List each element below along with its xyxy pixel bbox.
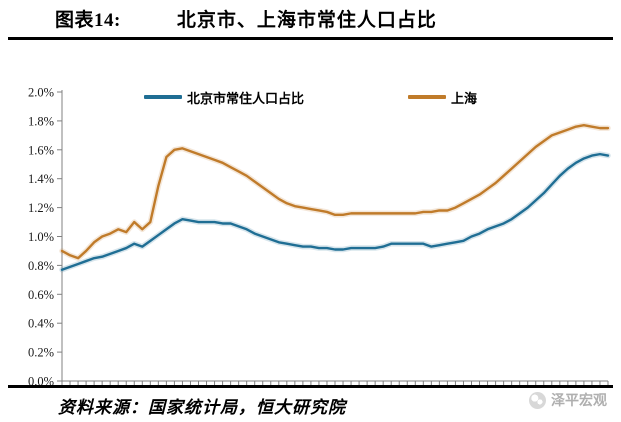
y-axis-tick-label: 2.0% <box>28 86 54 100</box>
y-axis-tick-label: 0.8% <box>28 259 54 273</box>
y-axis-tick-label: 1.2% <box>28 201 54 215</box>
logo-icon <box>529 391 546 409</box>
population-share-line-chart: 0.0% 0.2% 0.4% 0.6% 0.8% 1.0% 1.2% 1.4% 1.6% 1.8%… <box>28 86 611 386</box>
figure-label: 图表14: <box>55 9 121 31</box>
y-axis-tick-label: 0.2% <box>28 346 54 360</box>
y-axis-tick-label: 0.0% <box>28 375 54 386</box>
y-axis-tick-label: 0.6% <box>28 288 54 302</box>
series-line-beijing[interactable] <box>60 152 610 271</box>
watermark-label: 泽平宏观 <box>551 394 607 409</box>
source-text: 资料来源：国家统计局，恒大研究院 <box>58 397 346 417</box>
chart-title-row: 图表14: 北京市、上海市常住人口占比 <box>0 0 621 36</box>
y-axis-tick-label: 1.6% <box>28 143 54 157</box>
y-axis-tick-label: 1.4% <box>28 172 54 186</box>
chart-container: 0.0% 0.2% 0.4% 0.6% 0.8% 1.0% 1.2% 1.4% 1.6% 1.8%… <box>0 40 621 385</box>
watermark: 泽平宏观 <box>529 390 607 410</box>
y-axis-tick-label: 1.8% <box>28 114 54 128</box>
footer-divider <box>8 385 613 388</box>
chart-footer: 资料来源：国家统计局，恒大研究院 <box>0 388 621 422</box>
series-line-shanghai[interactable] <box>60 124 610 260</box>
y-axis-tick-label: 0.4% <box>28 317 54 331</box>
page-title: 北京市、上海市常住人口占比 <box>176 9 437 31</box>
title-divider <box>8 37 613 40</box>
series-halo-shanghai <box>59 122 611 261</box>
y-axis-tick-label: 1.0% <box>28 230 54 244</box>
